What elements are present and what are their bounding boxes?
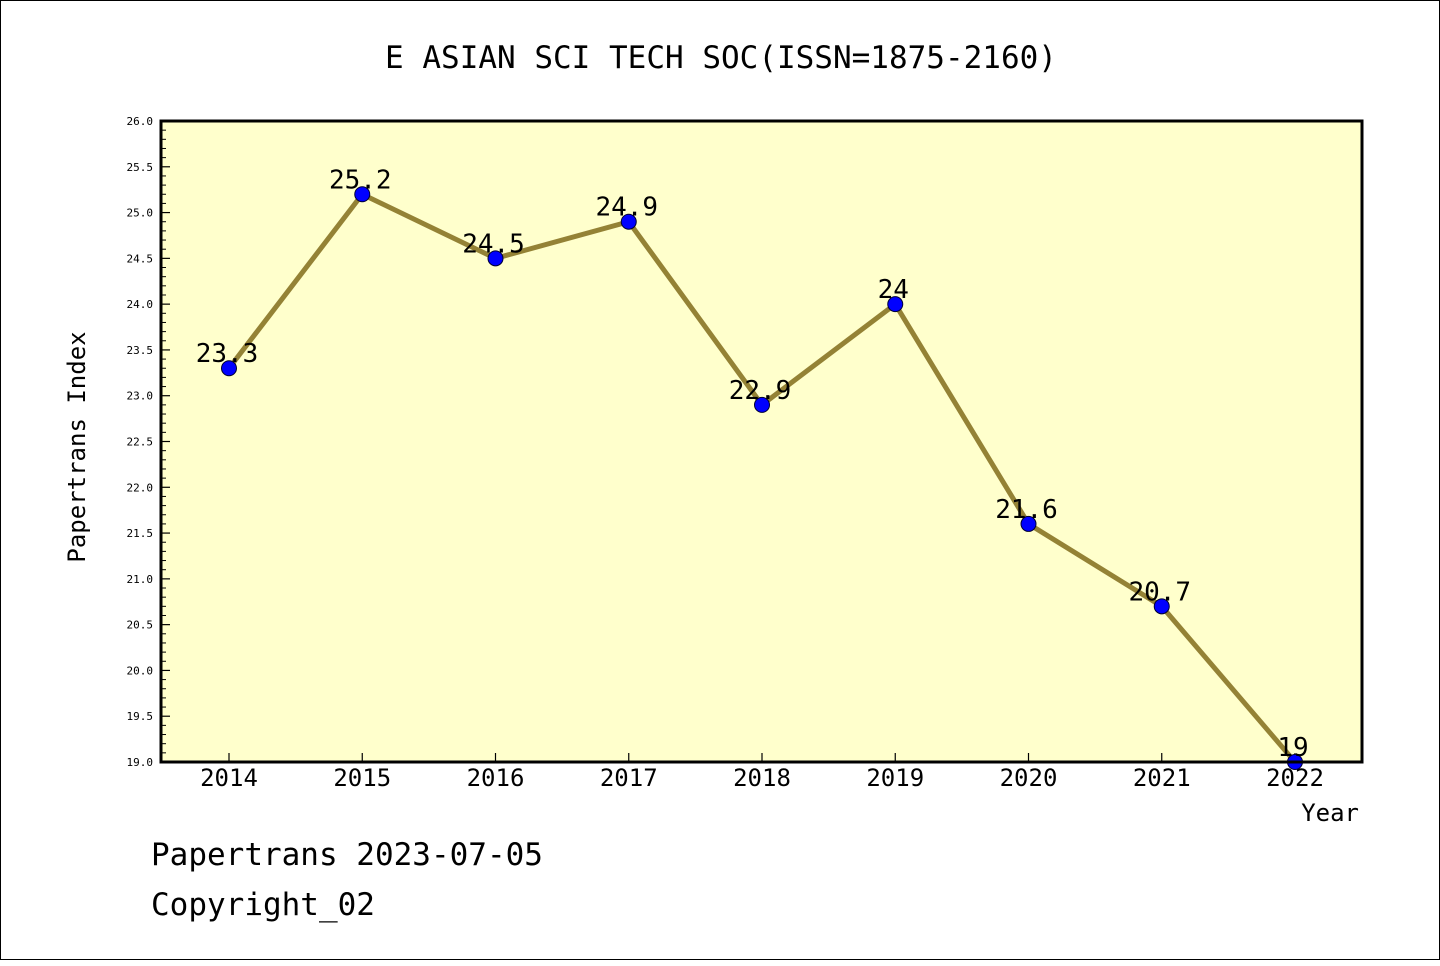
data-label: 19: [1277, 733, 1308, 763]
data-label: 22.9: [729, 376, 792, 406]
chart-title: E ASIAN SCI TECH SOC(ISSN=1875-2160): [385, 40, 1057, 76]
x-tick-label: 2021: [1133, 764, 1191, 792]
x-tick-label: 2018: [733, 764, 791, 792]
data-label: 24: [878, 275, 909, 305]
data-point: [620, 213, 637, 230]
x-tick-label: 2019: [866, 764, 924, 792]
y-tick-label: 26.0: [127, 115, 154, 128]
data-point: [221, 360, 237, 377]
data-label: 24.5: [462, 229, 525, 259]
y-tick-label: 19.0: [127, 756, 154, 769]
y-tick-label: 20.0: [127, 664, 154, 677]
series-markers: [221, 186, 1303, 770]
y-tick-label: 21.0: [127, 573, 154, 586]
footer-date: Papertrans 2023-07-05: [151, 837, 543, 873]
data-label: 25.2: [329, 165, 392, 195]
y-tick-label: 24.5: [127, 252, 154, 265]
plot-border: [159, 119, 1364, 764]
y-tick-label: 23.0: [127, 390, 154, 403]
y-axis-title: Papertrans Index: [63, 331, 91, 562]
data-point: [354, 186, 371, 203]
y-tick-label: 25.5: [127, 161, 154, 174]
y-tick-label: 20.5: [127, 619, 154, 632]
x-tick-label: 2016: [467, 764, 525, 792]
data-point: [1020, 515, 1037, 532]
y-tick-label: 24.0: [127, 298, 154, 311]
data-label: 21.6: [995, 495, 1058, 525]
y-tick-label: 22.0: [127, 481, 154, 494]
y-tick-label: 19.5: [127, 710, 154, 723]
x-tick-label: 2020: [1000, 764, 1058, 792]
data-label: 23.3: [196, 339, 259, 369]
data-labels: 23.3 25.2 24.5 24.9 22.9 24 21.6 20.7 19: [196, 165, 1309, 763]
data-label: 20.7: [1128, 577, 1191, 607]
data-label: 24.9: [595, 193, 658, 223]
x-tick-label: 2014: [200, 764, 258, 792]
y-tick-label: 21.5: [127, 527, 154, 540]
footer-copyright: Copyright_02: [151, 887, 375, 923]
x-tick-label: 2015: [333, 764, 391, 792]
y-tick-label: 23.5: [127, 344, 154, 357]
y-tick-label: 22.5: [127, 436, 154, 449]
data-point: [1153, 598, 1170, 615]
data-point: [754, 396, 770, 413]
x-axis-title: Year: [1301, 799, 1359, 827]
x-tick-label: 2017: [600, 764, 658, 792]
data-point: [487, 250, 504, 267]
plot-area: [161, 121, 1362, 762]
y-axis: 19.0 19.5 20.0 20.5 21.0 21.5 22.0 22.5 23.0 23.5…: [127, 115, 170, 769]
y-tick-label: 25.0: [127, 207, 154, 220]
data-point: [887, 296, 904, 313]
x-axis: 2014 2015 2016 2017 2018 2019 2020 2021 2022: [200, 753, 1324, 792]
